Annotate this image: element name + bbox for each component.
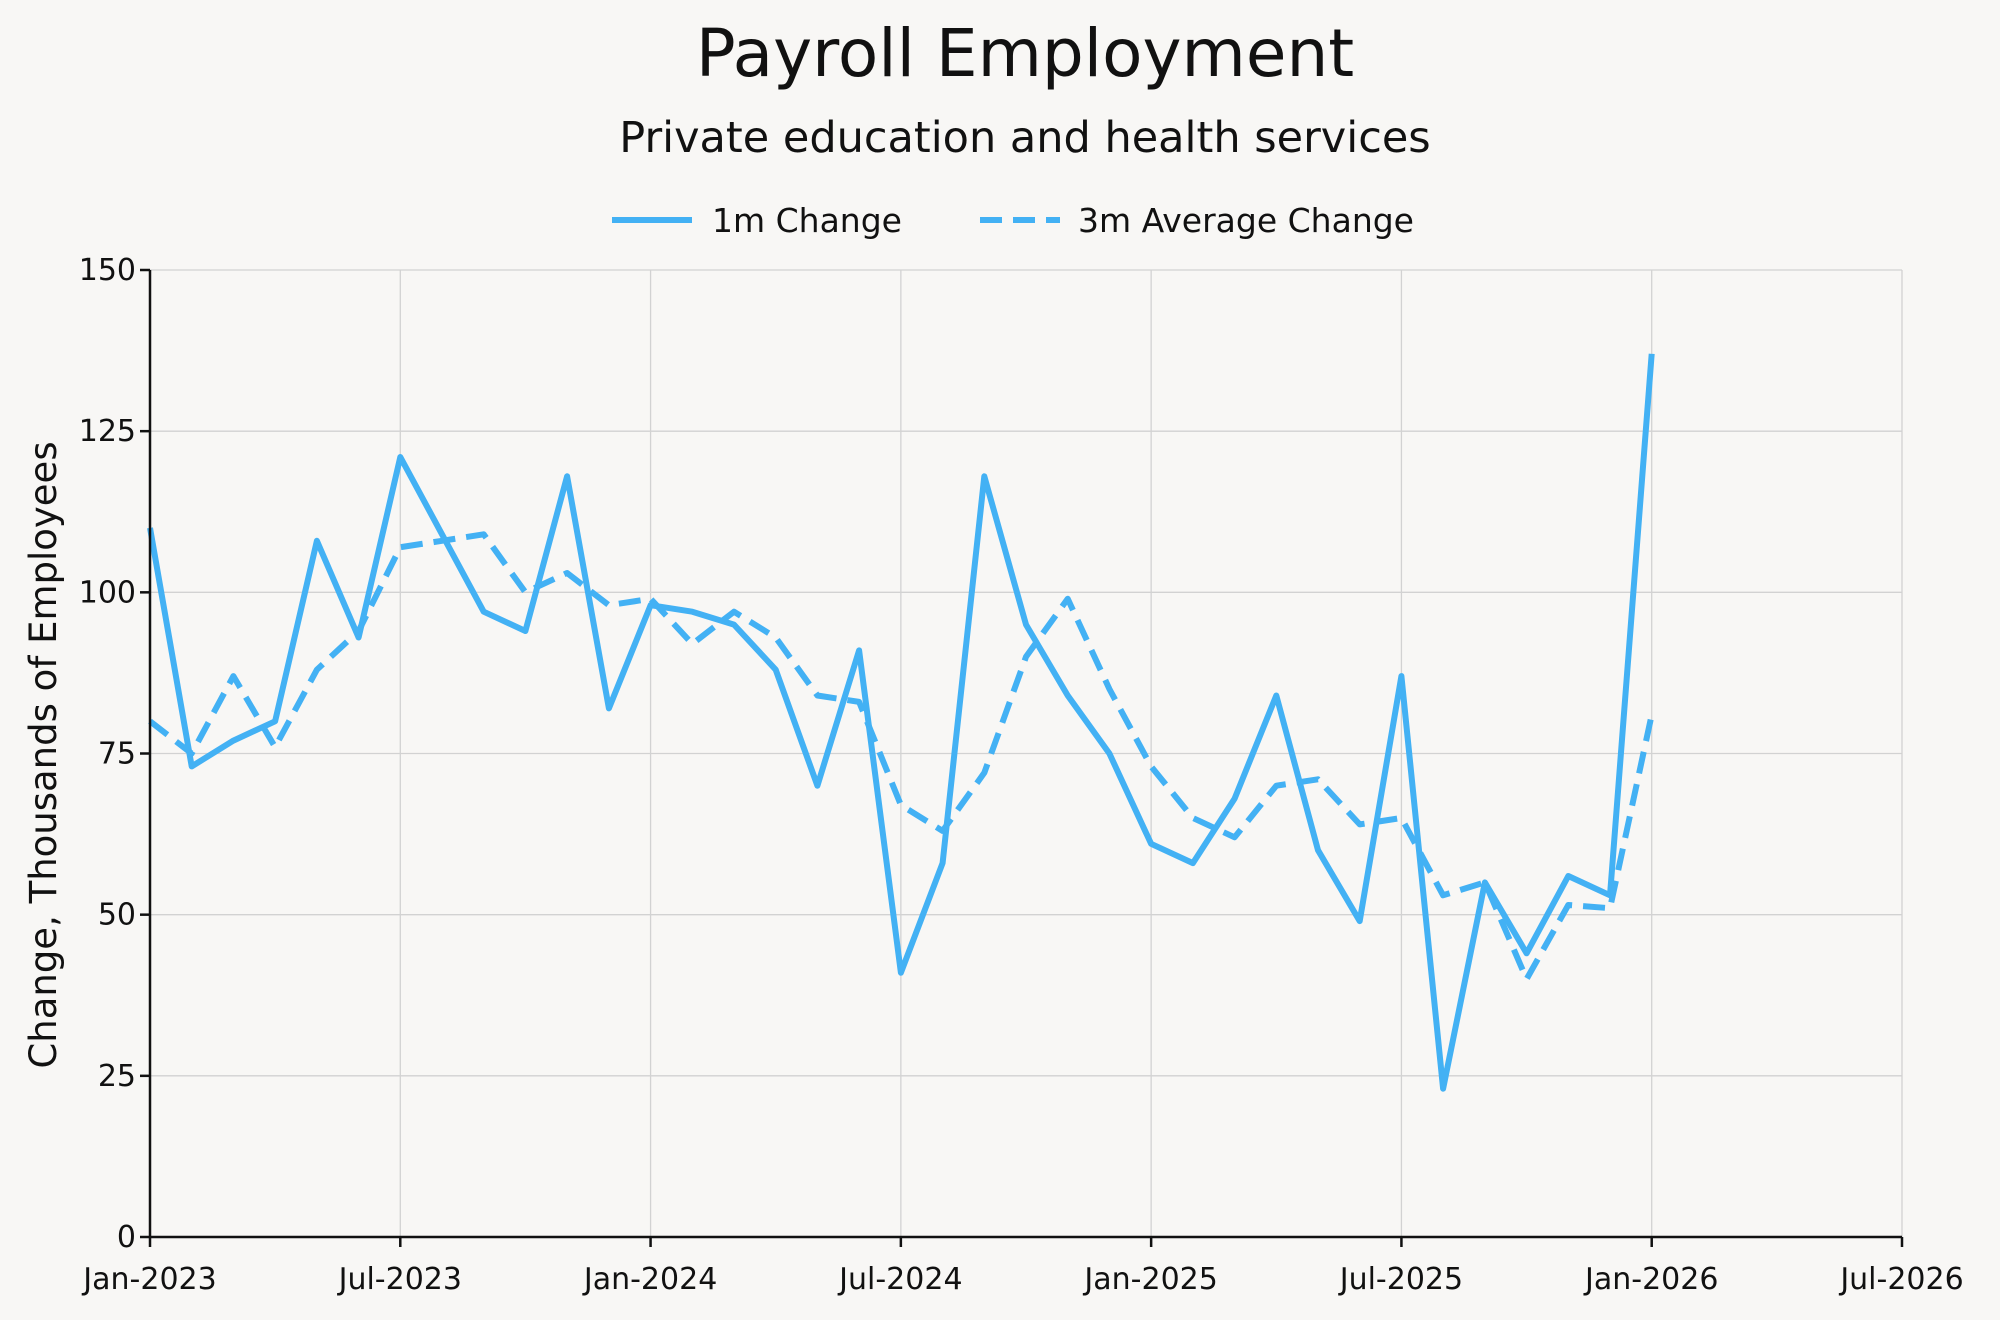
y-tick-label: 100 [79, 575, 136, 610]
x-tick-label: Jul-2023 [337, 1262, 462, 1297]
y-tick-label: 75 [98, 737, 136, 772]
y-tick-label: 125 [79, 414, 136, 449]
legend: 1m Change 3m Average Change [612, 201, 1414, 240]
y-tick-label: 0 [117, 1220, 136, 1255]
x-tick-label: Jul-2024 [837, 1262, 962, 1297]
legend-label-2: 3m Average Change [1078, 201, 1414, 240]
x-tick-label: Jan-2026 [1583, 1262, 1718, 1297]
axes [140, 268, 1904, 1247]
tick-labels: 0 25 50 75 100 125 150 Jan-2023 Jul-2023 Jan-2024… [79, 253, 1964, 1297]
x-tick-label: Jan-2024 [582, 1262, 717, 1297]
x-tick-label: Jul-2025 [1338, 1262, 1463, 1297]
y-tick-label: 150 [79, 253, 136, 288]
legend-label-1: 1m Change [712, 201, 902, 240]
x-tick-label: Jul-2026 [1838, 1262, 1963, 1297]
grid-lines [149, 269, 1903, 1238]
y-tick-label: 25 [98, 1059, 136, 1094]
x-tick-label: Jan-2023 [81, 1262, 216, 1297]
y-tick-label: 50 [98, 898, 136, 933]
chart-title: Payroll Employment [696, 15, 1354, 92]
chart-subtitle: Private education and health services [619, 113, 1430, 163]
y-axis-label: Change, Thousands of Employees [22, 441, 65, 1068]
series-line-1 [147, 353, 1655, 1092]
x-tick-label: Jan-2025 [1082, 1262, 1217, 1297]
series-lines [147, 353, 1655, 1092]
